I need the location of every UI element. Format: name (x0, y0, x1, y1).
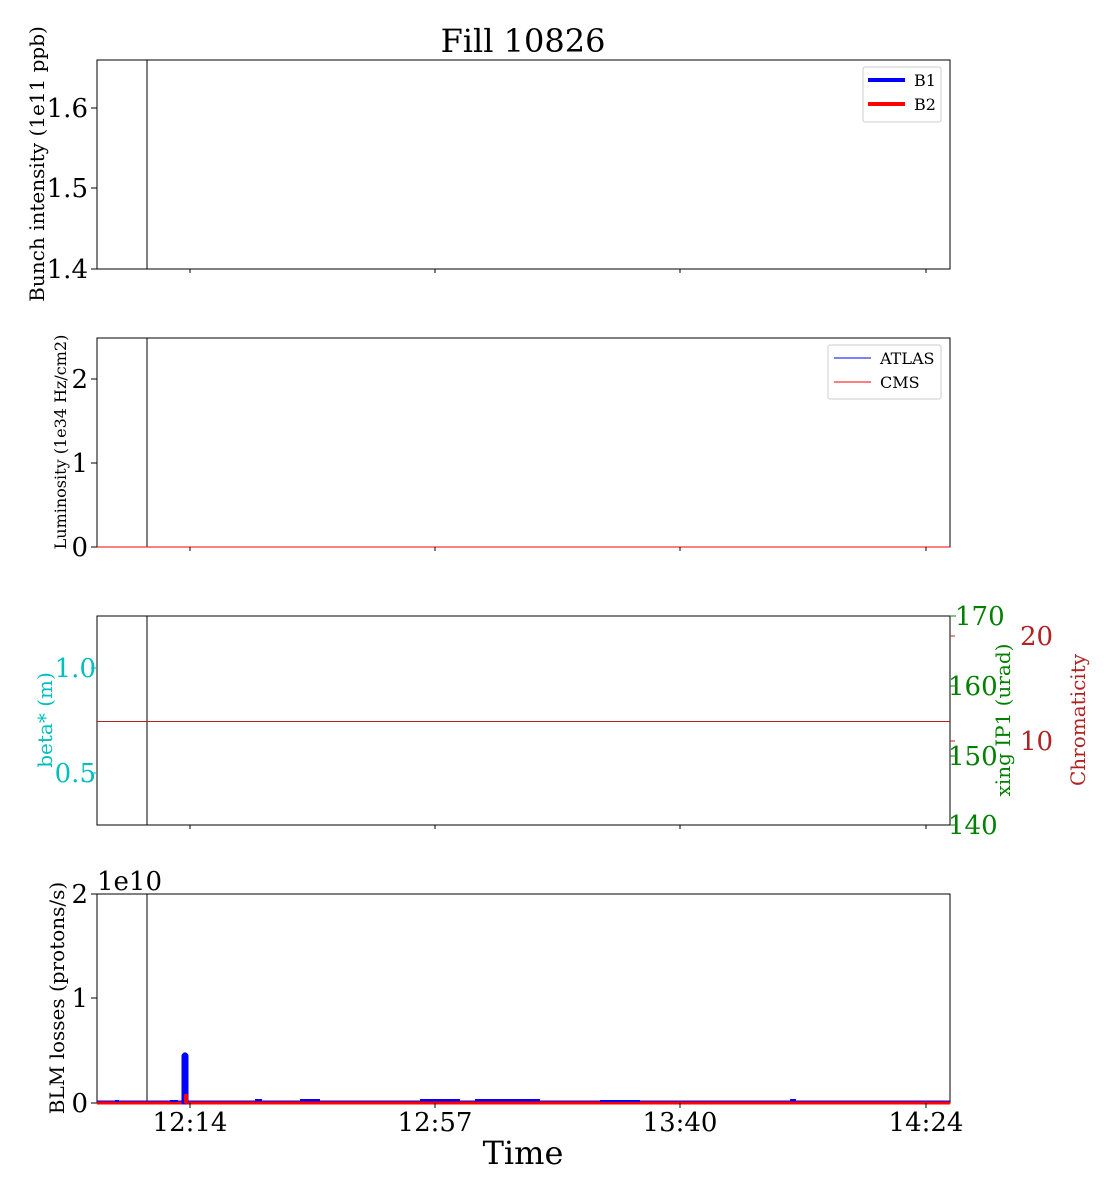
y-axis-label: BLM losses (protons/s) (45, 882, 69, 1114)
y-ticks: 1.6 1.5 1.4 (47, 94, 97, 285)
y-tick-label: 170 (955, 602, 1005, 632)
axes-frame (96, 59, 951, 270)
x-ticks (189, 547, 927, 551)
y-tick-label: 0 (71, 1089, 88, 1119)
y-tick-label: 0 (71, 533, 88, 563)
y-axis-label-chromaticity: Chromaticity (1066, 653, 1090, 786)
series-b1-noise (115, 1099, 796, 1102)
y-ticks-xing: 170 160 150 140 (948, 602, 1005, 841)
panel-bunch-intensity: 1.6 1.5 1.4 Bunch intensity (1e11 ppb) B… (25, 26, 951, 302)
y-tick-label: 1.5 (47, 174, 88, 204)
y-tick-label: 2 (71, 365, 88, 395)
figure-title: Fill 10826 (441, 22, 606, 60)
y-axis-label: Bunch intensity (1e11 ppb) (25, 26, 49, 302)
legend-label: CMS (880, 373, 920, 392)
y-tick-label: 160 (948, 672, 998, 702)
x-tick-label: 12:57 (398, 1108, 473, 1138)
y-axis-label-beta: beta* (m) (33, 672, 57, 768)
y-ticks: 2 1 0 (71, 880, 97, 1119)
legend-label: ATLAS (879, 349, 935, 368)
y-axis-label: Luminosity (1e34 Hz/cm2) (51, 335, 70, 550)
panel-blm-losses: 2 1 0 1e10 BLM losses (protons/s) 12:14 … (45, 867, 963, 1138)
legend: B1 B2 (862, 66, 942, 123)
y-ticks-chromaticity: 20 10 (950, 622, 1053, 757)
x-tick-label: 13:40 (643, 1108, 718, 1138)
y-ticks-beta: 1.0 0.5 (55, 654, 97, 789)
y-tick-label: 150 (948, 742, 998, 772)
x-ticks: 12:14 12:57 13:40 14:24 (153, 1103, 964, 1138)
y-tick-label: 1 (71, 449, 88, 479)
x-tick-label: 14:24 (889, 1108, 964, 1138)
axes-frame (96, 337, 951, 548)
axes-frame (96, 893, 951, 1104)
legend: ATLAS CMS (827, 344, 942, 400)
y-tick-label: 1 (71, 984, 88, 1014)
axes-frame (96, 615, 951, 826)
series-b1-spike (181, 1052, 189, 1105)
y-axis-label-xing: xing IP1 (urad) (991, 644, 1015, 797)
y-offset-label: 1e10 (97, 867, 162, 897)
y-tick-label: 1.0 (55, 654, 96, 684)
legend-label: B2 (914, 95, 936, 114)
y-tick-label: 1.6 (47, 94, 88, 124)
x-axis-label: Time (483, 1134, 564, 1172)
y-tick-label: 2 (71, 880, 88, 910)
y-tick-label: 10 (1020, 727, 1053, 757)
x-tick-label: 12:14 (153, 1108, 228, 1138)
y-tick-label: 140 (948, 811, 998, 841)
panel-luminosity: 2 1 0 Luminosity (1e34 Hz/cm2) ATLAS CMS (51, 335, 951, 563)
y-tick-label: 1.4 (47, 255, 88, 285)
legend-label: B1 (914, 71, 936, 90)
y-ticks: 2 1 0 (71, 365, 97, 563)
y-tick-label: 0.5 (55, 759, 96, 789)
x-ticks (189, 269, 927, 273)
panel-optics: 1.0 0.5 beta* (m) 170 160 150 140 xing I… (33, 602, 1090, 841)
x-ticks (189, 825, 927, 829)
y-tick-label: 20 (1020, 622, 1053, 652)
